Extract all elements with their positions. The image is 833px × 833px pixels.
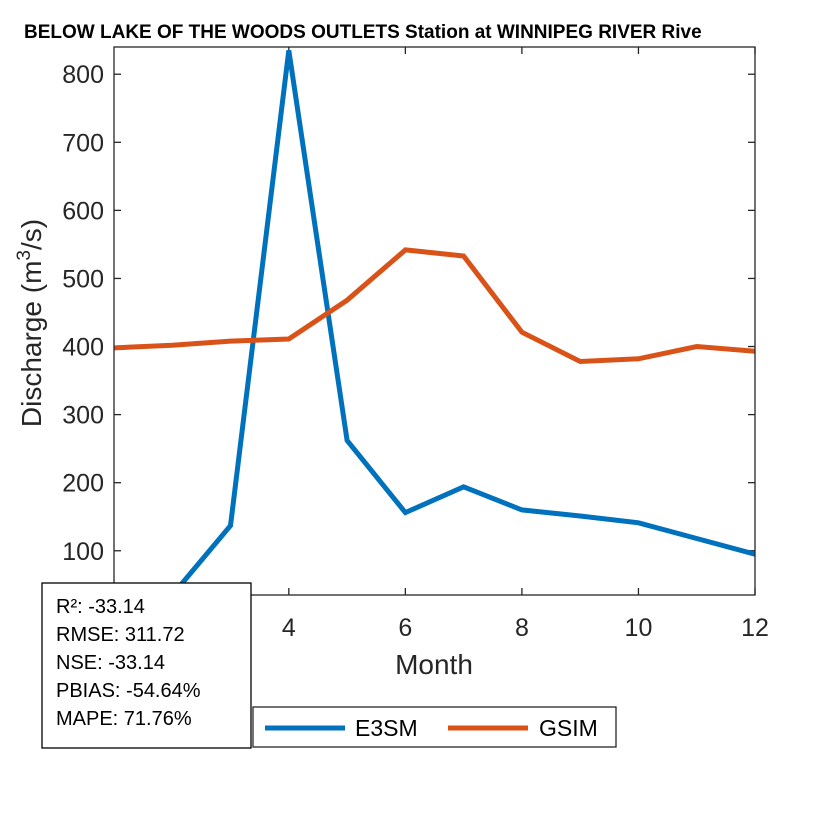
y-tick-label: 800 — [62, 61, 104, 89]
stats-nse: NSE: -33.14 — [56, 652, 165, 674]
y-axis-label-main: Discharge (m — [16, 261, 47, 427]
y-tick-label: 300 — [62, 402, 104, 430]
y-tick-label: 200 — [62, 470, 104, 498]
x-tick-label: 4 — [282, 614, 296, 642]
y-tick-label: 600 — [62, 197, 104, 225]
y-axis-label-superscript: 3 — [14, 250, 35, 261]
stats-box: R²: -33.14 RMSE: 311.72 NSE: -33.14 PBIA… — [41, 582, 252, 749]
y-tick-label: 500 — [62, 265, 104, 293]
stats-rmse: RMSE: 311.72 — [56, 624, 185, 646]
stats-box-frame — [41, 582, 252, 749]
legend-label-gsim: GSIM — [539, 715, 598, 741]
plot-frame — [113, 46, 756, 596]
y-tick-label: 700 — [62, 129, 104, 157]
y-axis-label: Discharge (m3/s) — [14, 219, 47, 427]
x-axis-label: Month — [395, 649, 473, 680]
stats-r2: R²: -33.14 — [56, 596, 145, 618]
stats-pbias: PBIAS: -54.64% — [56, 680, 201, 702]
legend: E3SM GSIM — [252, 706, 617, 748]
y-axis-label-end: /s) — [16, 219, 47, 250]
legend-label-e3sm: E3SM — [355, 715, 418, 741]
x-tick-label: 10 — [625, 614, 653, 642]
y-tick-label: 400 — [62, 334, 104, 362]
plot-area — [114, 47, 755, 595]
series-layer — [114, 50, 755, 595]
x-tick-label: 8 — [515, 614, 529, 642]
series-line-gsim — [114, 247, 755, 365]
stats-mape: MAPE: 71.76% — [56, 708, 192, 730]
y-tick-label: 100 — [62, 538, 104, 566]
tick-labels: 100 200 300 400 500 600 700 800 4 6 8 10 12 — [62, 61, 769, 642]
series-line-e3sm — [169, 50, 755, 595]
x-tick-label: 6 — [398, 614, 412, 642]
x-tick-label: 12 — [741, 614, 769, 642]
chart-title: BELOW LAKE OF THE WOODS OUTLETS Station … — [24, 22, 702, 43]
